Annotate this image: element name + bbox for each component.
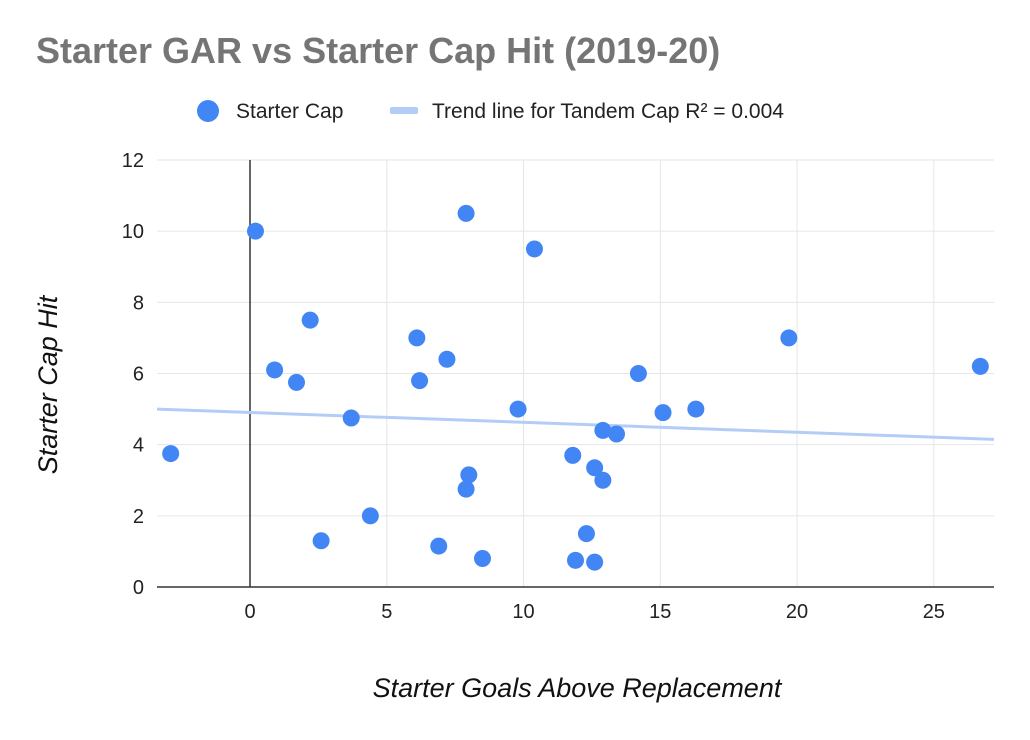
data-point[interactable] [971, 357, 989, 375]
grid-lines [157, 159, 994, 587]
data-point[interactable] [509, 400, 527, 418]
data-point[interactable] [780, 329, 798, 347]
y-tick-label: 4 [133, 435, 144, 457]
x-tick-label: 5 [381, 601, 392, 623]
data-point[interactable] [629, 365, 647, 382]
x-tick-label: 20 [786, 601, 808, 623]
x-axis-title: Starter Goals Above Replacement [373, 673, 783, 703]
legend[interactable]: Starter Cap Trend line for Tandem Cap R²… [197, 100, 784, 123]
data-point[interactable] [457, 204, 475, 222]
tick-labels: 0 2 4 6 8 10 12 0 5 10 15 20 25 [122, 150, 945, 623]
data-point[interactable] [457, 480, 475, 498]
data-point[interactable] [586, 553, 604, 571]
data-point[interactable] [586, 459, 604, 477]
data-point[interactable] [687, 400, 705, 418]
data-point[interactable] [430, 537, 448, 555]
data-point[interactable] [594, 421, 612, 439]
data-point[interactable] [525, 240, 543, 258]
y-tick-label: 0 [133, 577, 144, 599]
trendline-layer [156, 407, 995, 441]
trendline [156, 407, 995, 441]
data-point[interactable] [654, 404, 672, 422]
data-points [162, 204, 989, 571]
data-point[interactable] [564, 446, 582, 464]
data-point[interactable] [460, 466, 478, 484]
data-point[interactable] [577, 525, 595, 543]
data-point[interactable] [361, 507, 379, 525]
data-point[interactable] [594, 471, 612, 489]
data-point[interactable] [342, 409, 360, 427]
x-tick-label: 15 [649, 601, 671, 623]
legend-trendline-marker [390, 107, 418, 114]
y-tick-label: 10 [122, 221, 144, 243]
y-axis-title: Starter Cap Hit [33, 294, 63, 474]
y-tick-label: 8 [133, 292, 144, 314]
chart-title: Starter GAR vs Starter Cap Hit (2019-20) [36, 30, 721, 71]
data-point[interactable] [301, 311, 319, 329]
data-point[interactable] [266, 361, 284, 379]
legend-series-marker [197, 100, 219, 122]
legend-series-label: Starter Cap [236, 100, 343, 123]
y-tick-label: 2 [133, 506, 144, 528]
data-point[interactable] [608, 425, 626, 443]
data-point[interactable] [411, 372, 429, 390]
data-point[interactable] [246, 222, 264, 240]
x-tick-label: 10 [512, 601, 534, 623]
data-point[interactable] [162, 445, 180, 463]
y-tick-label: 12 [122, 150, 144, 172]
data-point[interactable] [474, 550, 491, 568]
x-tick-label: 0 [244, 601, 255, 623]
data-point[interactable] [408, 329, 426, 347]
data-point[interactable] [567, 551, 584, 569]
x-tick-label: 25 [923, 601, 945, 623]
y-tick-label: 6 [133, 364, 144, 386]
data-point[interactable] [312, 532, 330, 550]
data-point[interactable] [288, 373, 305, 391]
legend-trendline-label: Trend line for Tandem Cap R² = 0.004 [432, 100, 784, 123]
data-point[interactable] [438, 350, 456, 368]
